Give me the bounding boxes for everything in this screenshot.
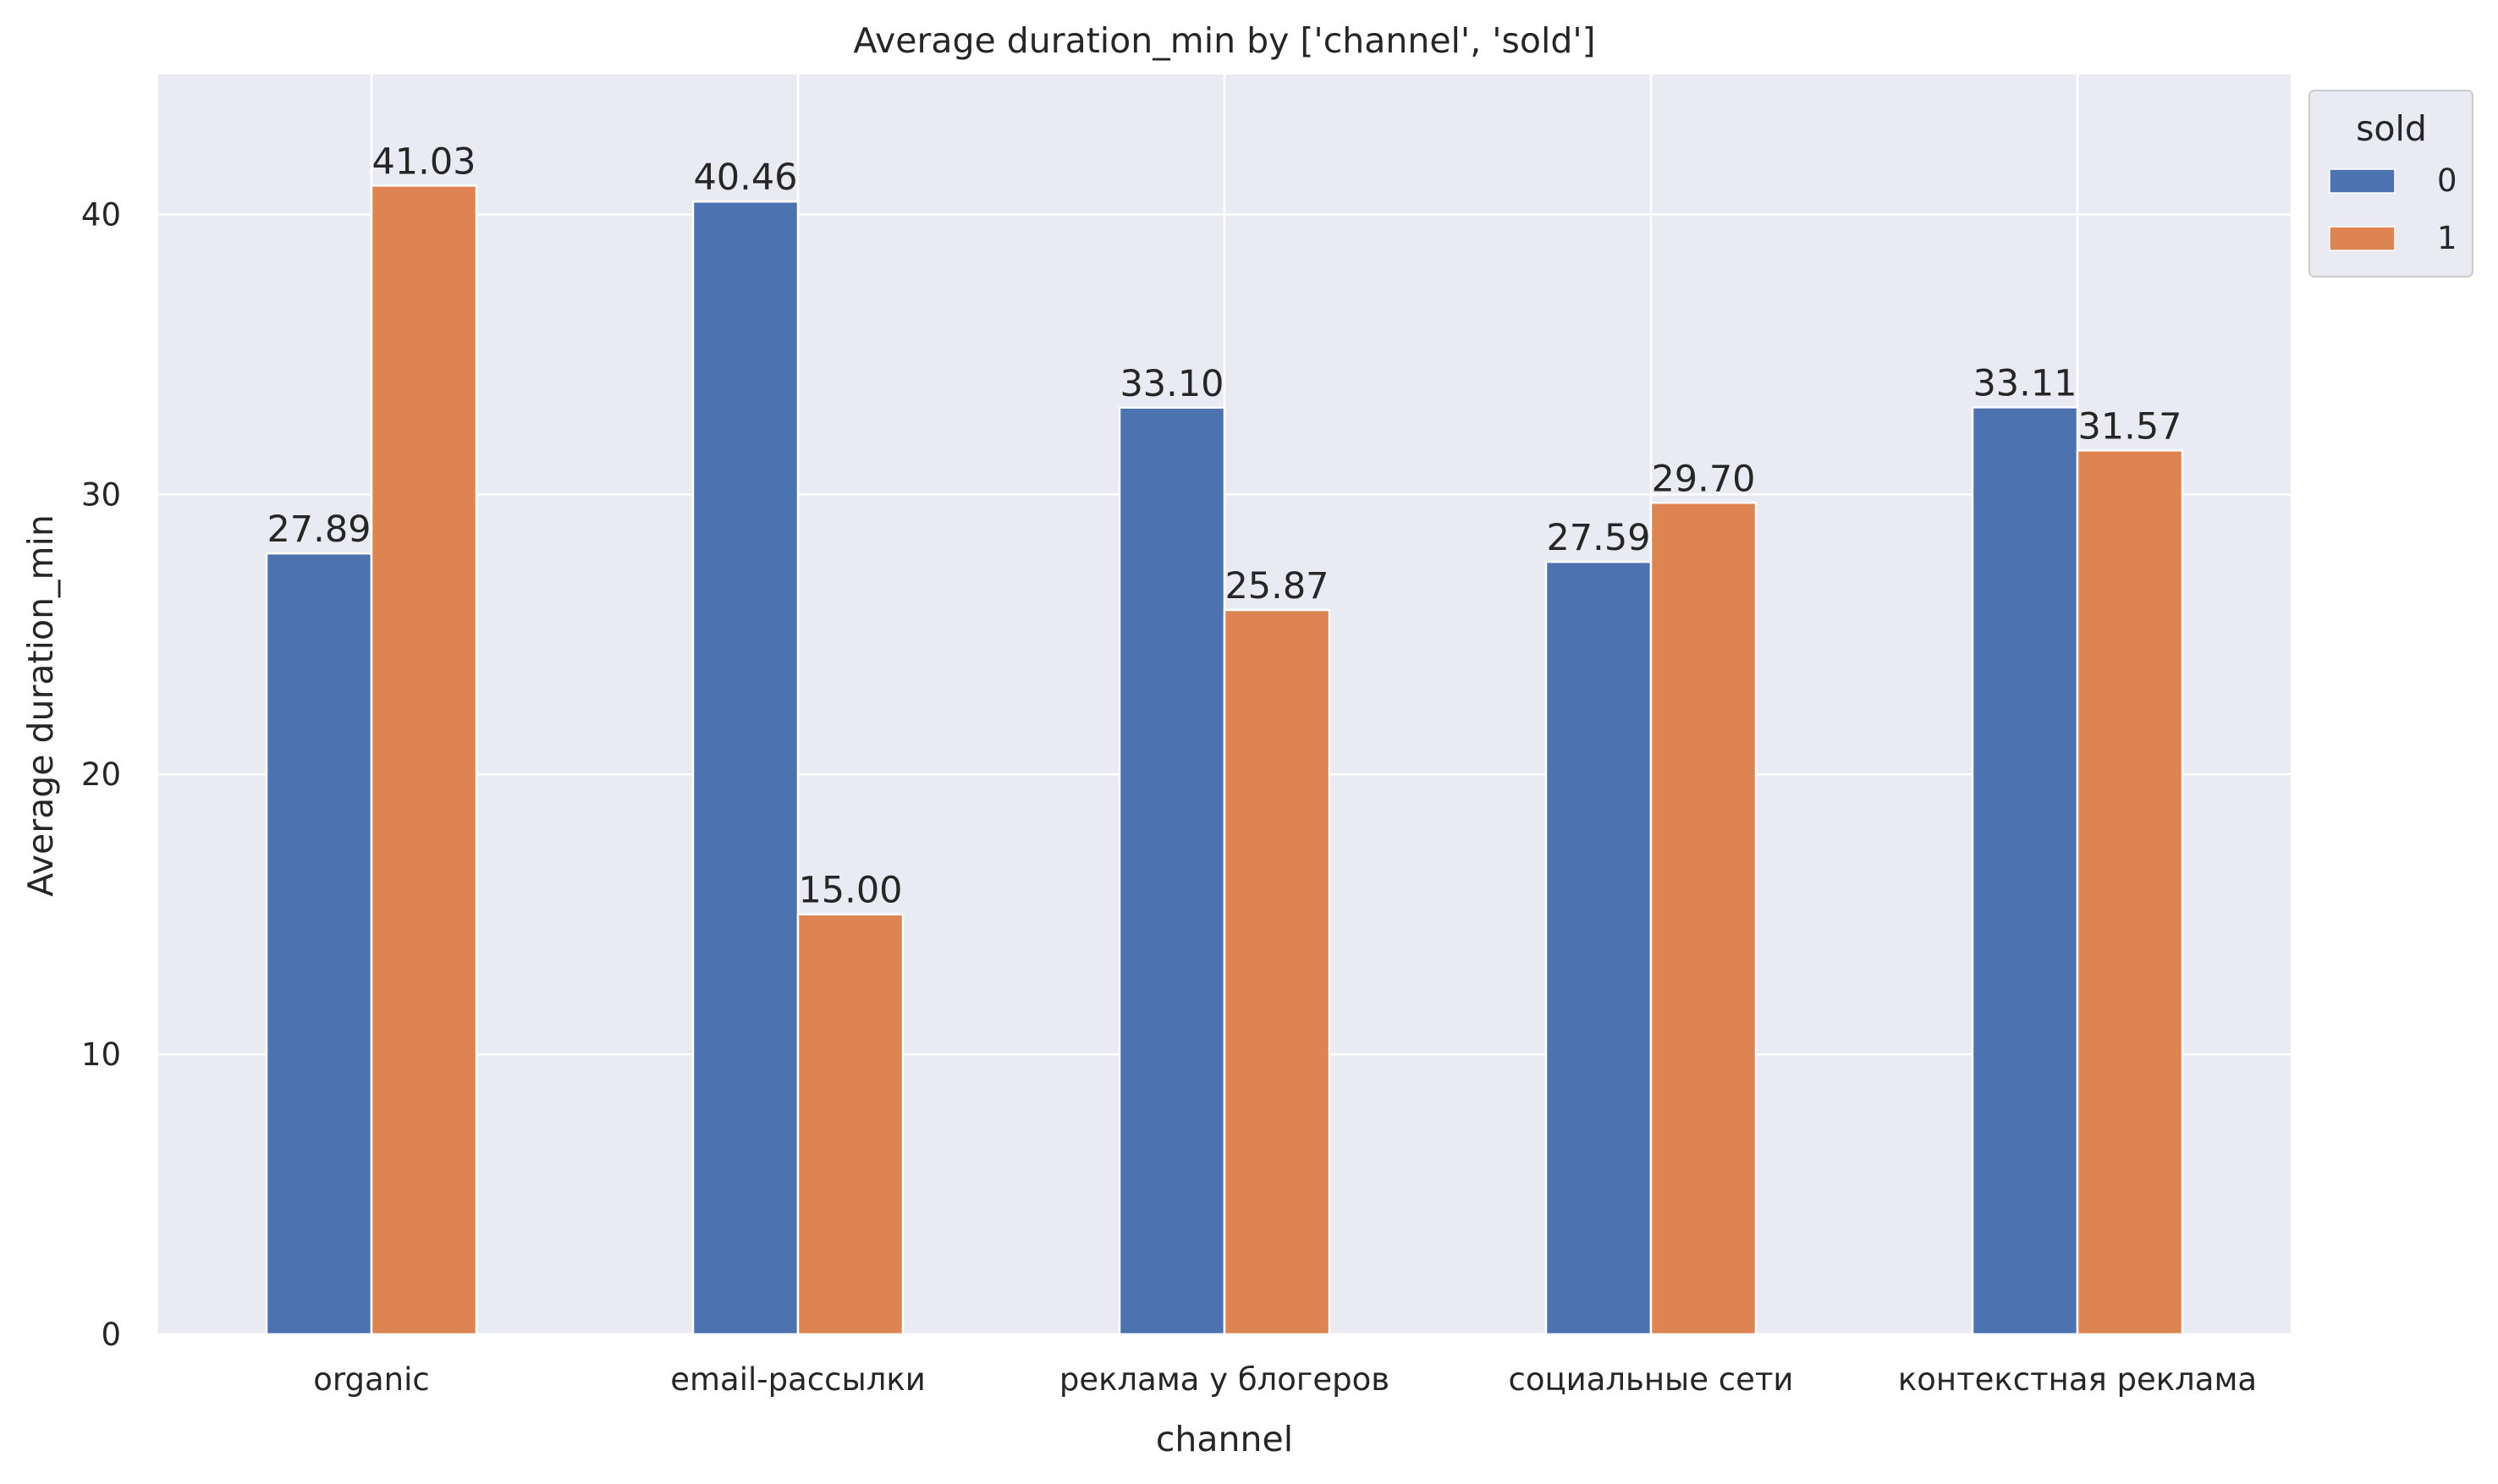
y-tick-labels: 0 10 20 30 40: [81, 196, 121, 1353]
y-axis-label: Average duration_min: [20, 514, 61, 897]
bar-value-label: 41.03: [371, 140, 476, 183]
x-tick-labels: organic email-рассылки реклама у блогеров с…: [313, 1361, 2257, 1398]
y-tick-label: 30: [81, 476, 121, 513]
bar-value-label: 27.89: [267, 508, 371, 551]
y-tick-label: 0: [101, 1316, 121, 1353]
bar-0-1: [691, 200, 800, 1336]
legend-label-1: 1: [2437, 220, 2457, 256]
bar-value-label: 25.87: [1224, 565, 1329, 607]
y-tick-label: 40: [81, 196, 121, 233]
x-tick-label: социальные сети: [1509, 1361, 1794, 1398]
bar-value-label: 33.10: [1120, 363, 1224, 405]
bar-1-4: [2076, 449, 2184, 1336]
bar-0-2: [1118, 406, 1226, 1336]
bar-1-0: [370, 184, 478, 1336]
x-tick-label: контекстная реклама: [1898, 1361, 2257, 1398]
bar-0-4: [1971, 406, 2079, 1336]
bar-value-label: 27.59: [1546, 517, 1650, 559]
legend: sold 01: [2308, 90, 2473, 278]
chart-title: Average duration_min by ['channel', 'sol…: [853, 20, 1595, 61]
x-tick-label: реклама у блогеров: [1059, 1361, 1389, 1398]
legend-items: 01: [2329, 162, 2457, 256]
y-tick-label: 10: [81, 1036, 121, 1073]
bar-value-label: 29.70: [1651, 458, 1755, 500]
legend-title: sold: [2356, 108, 2427, 149]
bars: [265, 184, 2184, 1336]
bar-1-3: [1649, 502, 1758, 1336]
x-axis-label: channel: [1156, 1419, 1293, 1459]
legend-swatch-0: [2329, 168, 2396, 194]
bar-value-label: 40.46: [693, 157, 797, 199]
legend-swatch-1: [2329, 226, 2396, 251]
bar-1-2: [1223, 608, 1331, 1336]
bar-0-0: [265, 552, 373, 1336]
bar-1-1: [796, 913, 905, 1336]
bar-labels: 27.89 41.03 40.46 15.00 33.10 25.87 27.5929.70…: [267, 140, 2182, 911]
bar-value-label: 15.00: [798, 870, 902, 912]
bar-value-label: 31.57: [2077, 405, 2182, 448]
bar-value-label: 33.11: [1973, 362, 2077, 404]
bar-0-3: [1544, 560, 1653, 1336]
x-tick-label: email-рассылки: [670, 1361, 926, 1398]
legend-label-0: 0: [2437, 162, 2457, 199]
x-tick-label: organic: [313, 1361, 429, 1398]
y-tick-label: 20: [81, 756, 121, 793]
